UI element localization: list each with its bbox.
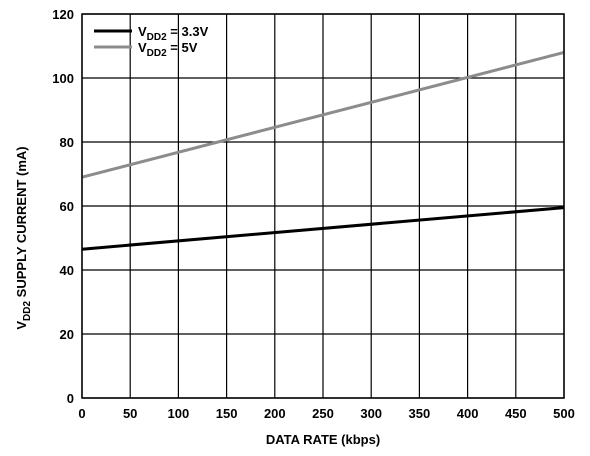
y-axis-label-sub: DD2 [22, 301, 33, 321]
legend-label-series-2: VDD2 = 5V [138, 40, 198, 59]
series-layer [81, 50, 565, 251]
x-tick-label: 200 [264, 406, 286, 421]
x-tick-label: 150 [216, 406, 238, 421]
x-tick-label: 100 [168, 406, 190, 421]
legend-label-series-1-pre: V [138, 24, 147, 39]
y-axis-ticks: 0 20 40 60 80 100 120 [52, 7, 74, 406]
x-tick-label: 0 [78, 406, 85, 421]
legend-label-series-2-sub: DD2 [147, 48, 167, 59]
x-tick-label: 350 [409, 406, 431, 421]
legend-label-series-2-post: = 5V [167, 40, 198, 55]
x-tick-label: 300 [360, 406, 382, 421]
y-axis-label: VDD2 SUPPLY CURRENT (mA) [14, 146, 33, 329]
series-line-2 [81, 50, 565, 179]
y-tick-label: 60 [60, 199, 74, 214]
plot-frame [81, 13, 565, 399]
legend-label-series-1-sub: DD2 [147, 32, 167, 43]
x-tick-label: 500 [553, 406, 575, 421]
y-axis-label-pre: V [14, 321, 29, 330]
y-tick-label: 80 [60, 135, 74, 150]
legend-label-series-1-post: = 3.3V [167, 24, 209, 39]
y-tick-label: 100 [52, 71, 74, 86]
x-tick-label: 50 [123, 406, 137, 421]
legend-label-series-1: VDD2 = 3.3V [138, 24, 209, 43]
x-tick-label: 450 [505, 406, 527, 421]
x-axis-ticks: 0 50 100 150 200 250 300 350 400 450 500 [78, 406, 574, 421]
legend-label-series-2-pre: V [138, 40, 147, 55]
legend: VDD2 = 3.3V VDD2 = 5V [94, 24, 209, 59]
y-tick-label: 120 [52, 7, 74, 22]
y-axis-label-post: SUPPLY CURRENT (mA) [14, 146, 29, 301]
series-line-1 [81, 206, 565, 251]
y-tick-label: 20 [60, 327, 74, 342]
x-axis-label: DATA RATE (kbps) [266, 432, 380, 447]
x-tick-label: 400 [457, 406, 479, 421]
y-tick-label: 0 [67, 391, 74, 406]
y-tick-label: 40 [60, 263, 74, 278]
x-tick-label: 250 [312, 406, 334, 421]
